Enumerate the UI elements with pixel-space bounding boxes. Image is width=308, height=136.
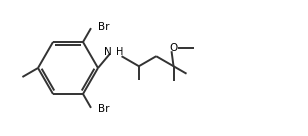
Text: H: H — [116, 47, 123, 57]
Text: O: O — [169, 43, 178, 53]
Text: Br: Br — [98, 22, 110, 32]
Text: N: N — [104, 47, 111, 57]
Text: Br: Br — [98, 104, 110, 114]
